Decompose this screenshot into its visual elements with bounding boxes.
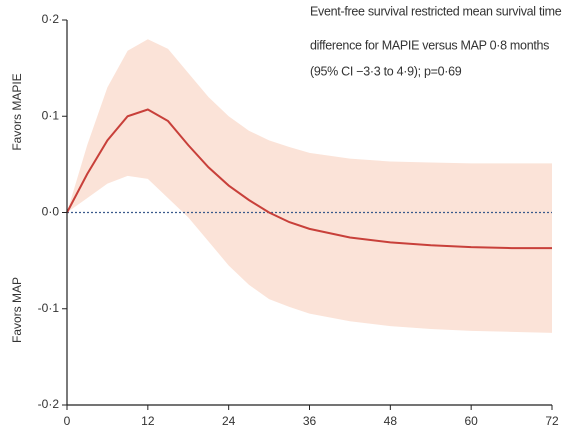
- x-tick-label: 24: [222, 414, 236, 428]
- y-tick-label: 0·1: [42, 108, 60, 122]
- x-tick-label: 72: [545, 414, 559, 428]
- x-tick-label: 60: [464, 414, 478, 428]
- x-tick-label: 0: [64, 414, 71, 428]
- confidence-band: [67, 39, 552, 333]
- annotation: Event-free survival restricted mean surv…: [310, 4, 562, 18]
- line: [66, 108, 552, 250]
- y-axis-label: Favors MAP: [10, 277, 24, 343]
- annotation: difference for MAPIE versus MAP 0·8 mont…: [310, 38, 549, 52]
- y-tick-label: 0·2: [42, 12, 60, 26]
- x-tick-label: 12: [141, 414, 155, 428]
- annotation: (95% CI −3·3 to 4·9); p=0·69: [310, 64, 462, 78]
- y-tick-label: -0·2: [38, 397, 60, 411]
- y-tick-label: 0·0: [42, 205, 60, 219]
- y-tick-label: -0·1: [38, 301, 60, 315]
- x-tick-label: 48: [384, 414, 398, 428]
- y-axis-label: Favors MAPIE: [10, 73, 24, 150]
- x-tick-label: 36: [303, 414, 317, 428]
